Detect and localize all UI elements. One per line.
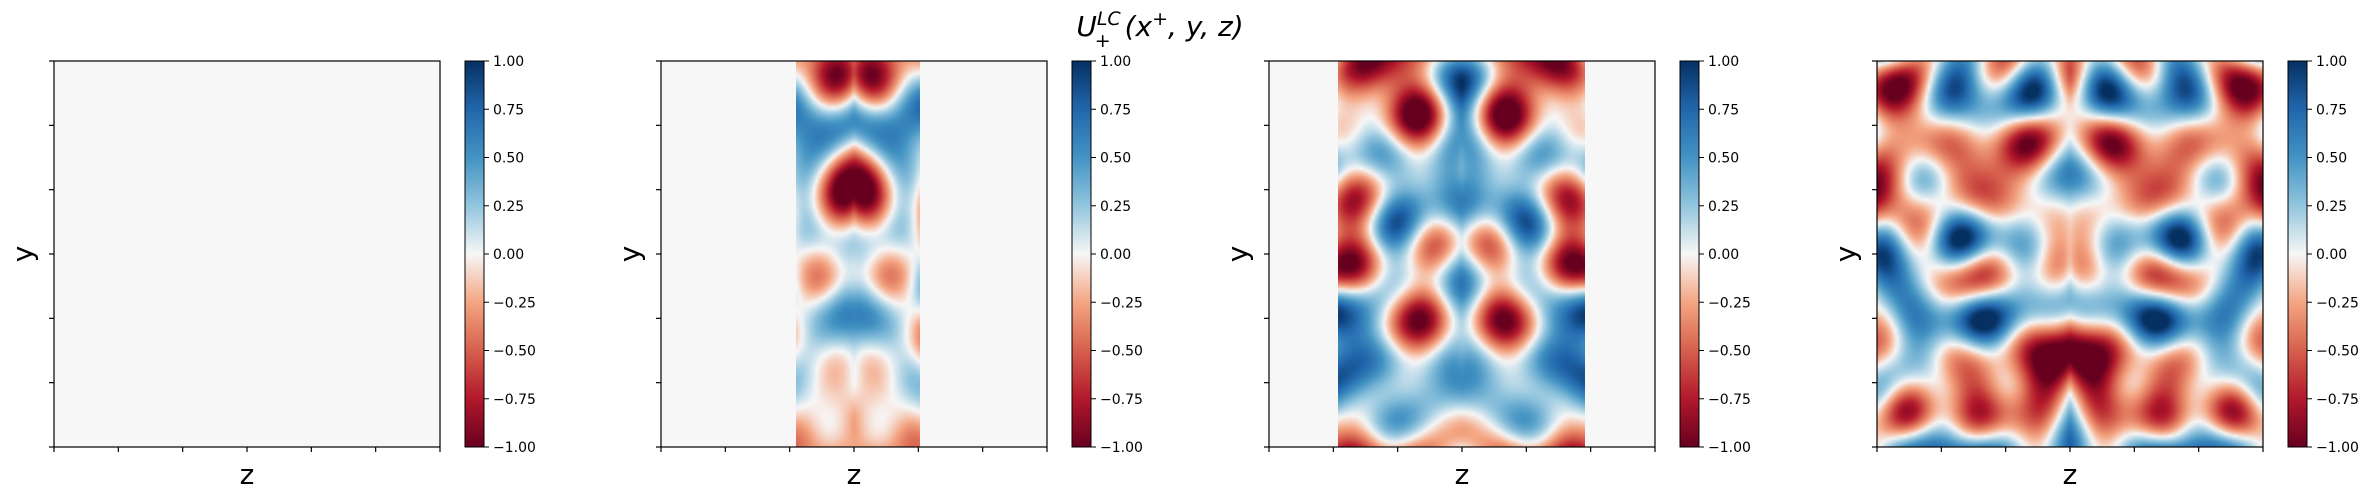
x-axis-label: z: [847, 458, 862, 491]
colorbar-tick-label: −0.75: [1100, 392, 1143, 408]
colorbar-tick-label: −0.50: [1100, 344, 1143, 360]
colorbar: [1680, 61, 1699, 447]
colorbar-tick-label: 0.75: [2316, 102, 2347, 118]
panel-1: z y 1.00 0.75 0.50 0.25 0.00 −0.25 −0.50 −0.75 −1.…: [6, 54, 536, 491]
title-sup: LC: [1097, 8, 1122, 30]
colorbar-tick-label: 0.50: [2316, 151, 2347, 167]
colorbar-tick-label: 0.50: [1100, 151, 1131, 167]
panel-2: z y 1.00 0.75 0.50 0.25 0.00 −0.25 −0.50 −0.75 −1.…: [613, 54, 1143, 491]
colorbar-tick-label: −0.50: [493, 344, 536, 360]
heatmap-field: [796, 61, 920, 447]
y-axis-label: y: [1829, 246, 1862, 263]
heatmap-field: [1877, 61, 2263, 447]
colorbar-tick-label: 0.75: [1100, 102, 1131, 118]
colorbar-tick-label: 0.75: [493, 102, 524, 118]
colorbar: [465, 61, 484, 447]
panel-3: z y 1.00 0.75 0.50 0.25 0.00 −0.25 −0.50 −0.75 −1.…: [1221, 54, 1751, 491]
y-axis-label: y: [6, 246, 39, 263]
colorbar: [1072, 61, 1091, 447]
panels: z y 1.00 0.75 0.50 0.25 0.00 −0.25 −0.50 −0.75 −1.…: [6, 54, 2359, 491]
colorbar-tick-label: 0.00: [1100, 247, 1131, 263]
title-main: U: [1076, 10, 1097, 43]
x-axis-label: z: [2063, 458, 2078, 491]
heatmap-field: [1338, 61, 1585, 447]
colorbar-tick-label: −0.75: [2316, 392, 2359, 408]
colorbar-tick-label: 0.50: [1708, 151, 1739, 167]
colorbar-tick-label: 0.50: [493, 151, 524, 167]
colorbar-tick-label: 0.00: [2316, 247, 2347, 263]
title-args-sup: +: [1152, 8, 1168, 30]
colorbar-tick-label: −1.00: [1708, 440, 1751, 456]
colorbar-tick-label: −1.00: [493, 440, 536, 456]
colorbar-tick-label: 0.25: [1100, 199, 1131, 215]
panel-4: z y 1.00 0.75 0.50 0.25 0.00 −0.25 −0.50 −0.75 −1.…: [1829, 54, 2359, 491]
colorbar-tick-label: 1.00: [1708, 54, 1739, 70]
colorbar-tick-label: 1.00: [1100, 54, 1131, 70]
colorbar-tick-label: −0.75: [1708, 392, 1751, 408]
x-axis-label: z: [240, 458, 255, 491]
colorbar-tick-label: 0.00: [493, 247, 524, 263]
colorbar-tick-label: −0.25: [1708, 295, 1751, 311]
colorbar-tick-label: −0.50: [1708, 344, 1751, 360]
figure-title: ULC + (x+, y, z): [1076, 8, 1243, 52]
colorbar-tick-label: 0.75: [1708, 102, 1739, 118]
colorbar-tick-label: −0.25: [493, 295, 536, 311]
colorbar-tick-label: 0.25: [493, 199, 524, 215]
x-axis-label: z: [1455, 458, 1470, 491]
colorbar-tick-label: −0.25: [1100, 295, 1143, 311]
colorbar-tick-label: 1.00: [2316, 54, 2347, 70]
colorbar-tick-label: −0.50: [2316, 344, 2359, 360]
y-axis-label: y: [1221, 246, 1254, 263]
title-sub: +: [1095, 30, 1111, 52]
title-args-open: (x: [1125, 10, 1153, 43]
heatmap-background: [54, 61, 440, 447]
title-args-rest: , y, z): [1168, 10, 1244, 43]
colorbar-tick-label: 0.25: [1708, 199, 1739, 215]
colorbar-tick-label: 0.00: [1708, 247, 1739, 263]
colorbar-tick-label: 1.00: [493, 54, 524, 70]
colorbar: [2288, 61, 2307, 447]
colorbar-tick-label: −0.25: [2316, 295, 2359, 311]
colorbar-tick-label: −1.00: [1100, 440, 1143, 456]
colorbar-tick-label: −1.00: [2316, 440, 2359, 456]
y-axis-label: y: [613, 246, 646, 263]
colorbar-tick-label: 0.25: [2316, 199, 2347, 215]
colorbar-tick-label: −0.75: [493, 392, 536, 408]
